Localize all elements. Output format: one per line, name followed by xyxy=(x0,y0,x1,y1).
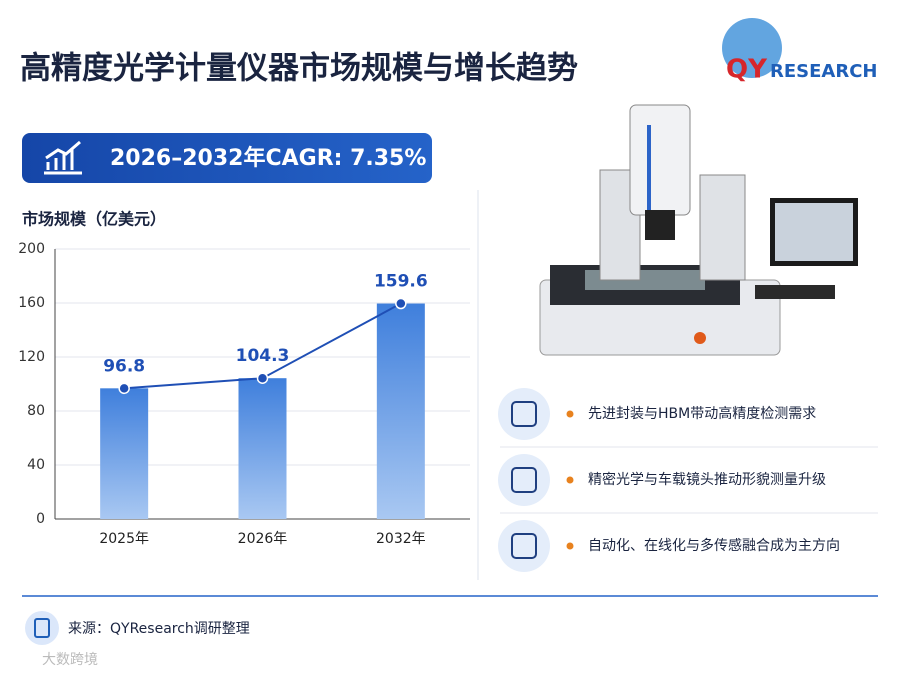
cagr-icon xyxy=(44,140,82,175)
y-tick-label: 120 xyxy=(18,349,45,365)
cagr-banner xyxy=(22,133,432,183)
feature-icon-bg xyxy=(498,388,550,440)
bar xyxy=(376,303,425,519)
watermark: 大数跨境 xyxy=(42,652,98,668)
trend-point xyxy=(118,382,130,395)
value-label: 159.6 xyxy=(374,272,428,292)
title: 高精度光学计量仪器市场规模与增长趋势 xyxy=(20,51,578,87)
trend-point xyxy=(256,372,269,384)
trend-point xyxy=(395,297,407,310)
logo-globe xyxy=(722,18,782,78)
feature-text: 精密光学与车载镜头推动形貌测量升级 xyxy=(588,471,826,488)
feature-bullet xyxy=(566,542,574,550)
bar xyxy=(100,388,149,519)
feature-bullet xyxy=(566,410,574,418)
logo-research: RESEARCH xyxy=(770,61,877,82)
feature-bullet xyxy=(566,476,574,484)
feature-icon xyxy=(511,401,537,427)
feature-text: 自动化、在线化与多传感融合成为主方向 xyxy=(588,537,840,554)
cagr-text: 2026–2032年CAGR: 7.35% xyxy=(110,145,426,171)
x-tick-label: 2032年 xyxy=(376,531,426,547)
y-tick-label: 80 xyxy=(27,403,45,419)
feature-text: 先进封装与HBM带动高精度检测需求 xyxy=(588,405,816,422)
y-tick-label: 0 xyxy=(36,511,45,527)
value-label: 96.8 xyxy=(103,356,145,376)
x-tick-label: 2025年 xyxy=(99,531,149,547)
value-label: 104.3 xyxy=(236,346,290,366)
feature-icon-bg xyxy=(498,454,550,506)
feature-icon xyxy=(511,533,537,559)
y-tick-label: 200 xyxy=(18,241,45,257)
machine-illustration xyxy=(539,104,858,356)
x-tick-label: 2026年 xyxy=(238,531,288,547)
source-icon-bg xyxy=(25,611,59,645)
y-tick-label: 40 xyxy=(27,457,45,473)
bar xyxy=(238,378,287,519)
y-tick-label: 160 xyxy=(18,295,45,311)
logo-qy: QY xyxy=(726,55,768,85)
y-axis-label: 市场规模（亿美元） xyxy=(22,210,166,229)
source: 来源：QYResearch调研整理 xyxy=(68,621,250,637)
source-icon xyxy=(34,618,50,638)
feature-icon xyxy=(511,467,537,493)
feature-icon-bg xyxy=(498,520,550,572)
